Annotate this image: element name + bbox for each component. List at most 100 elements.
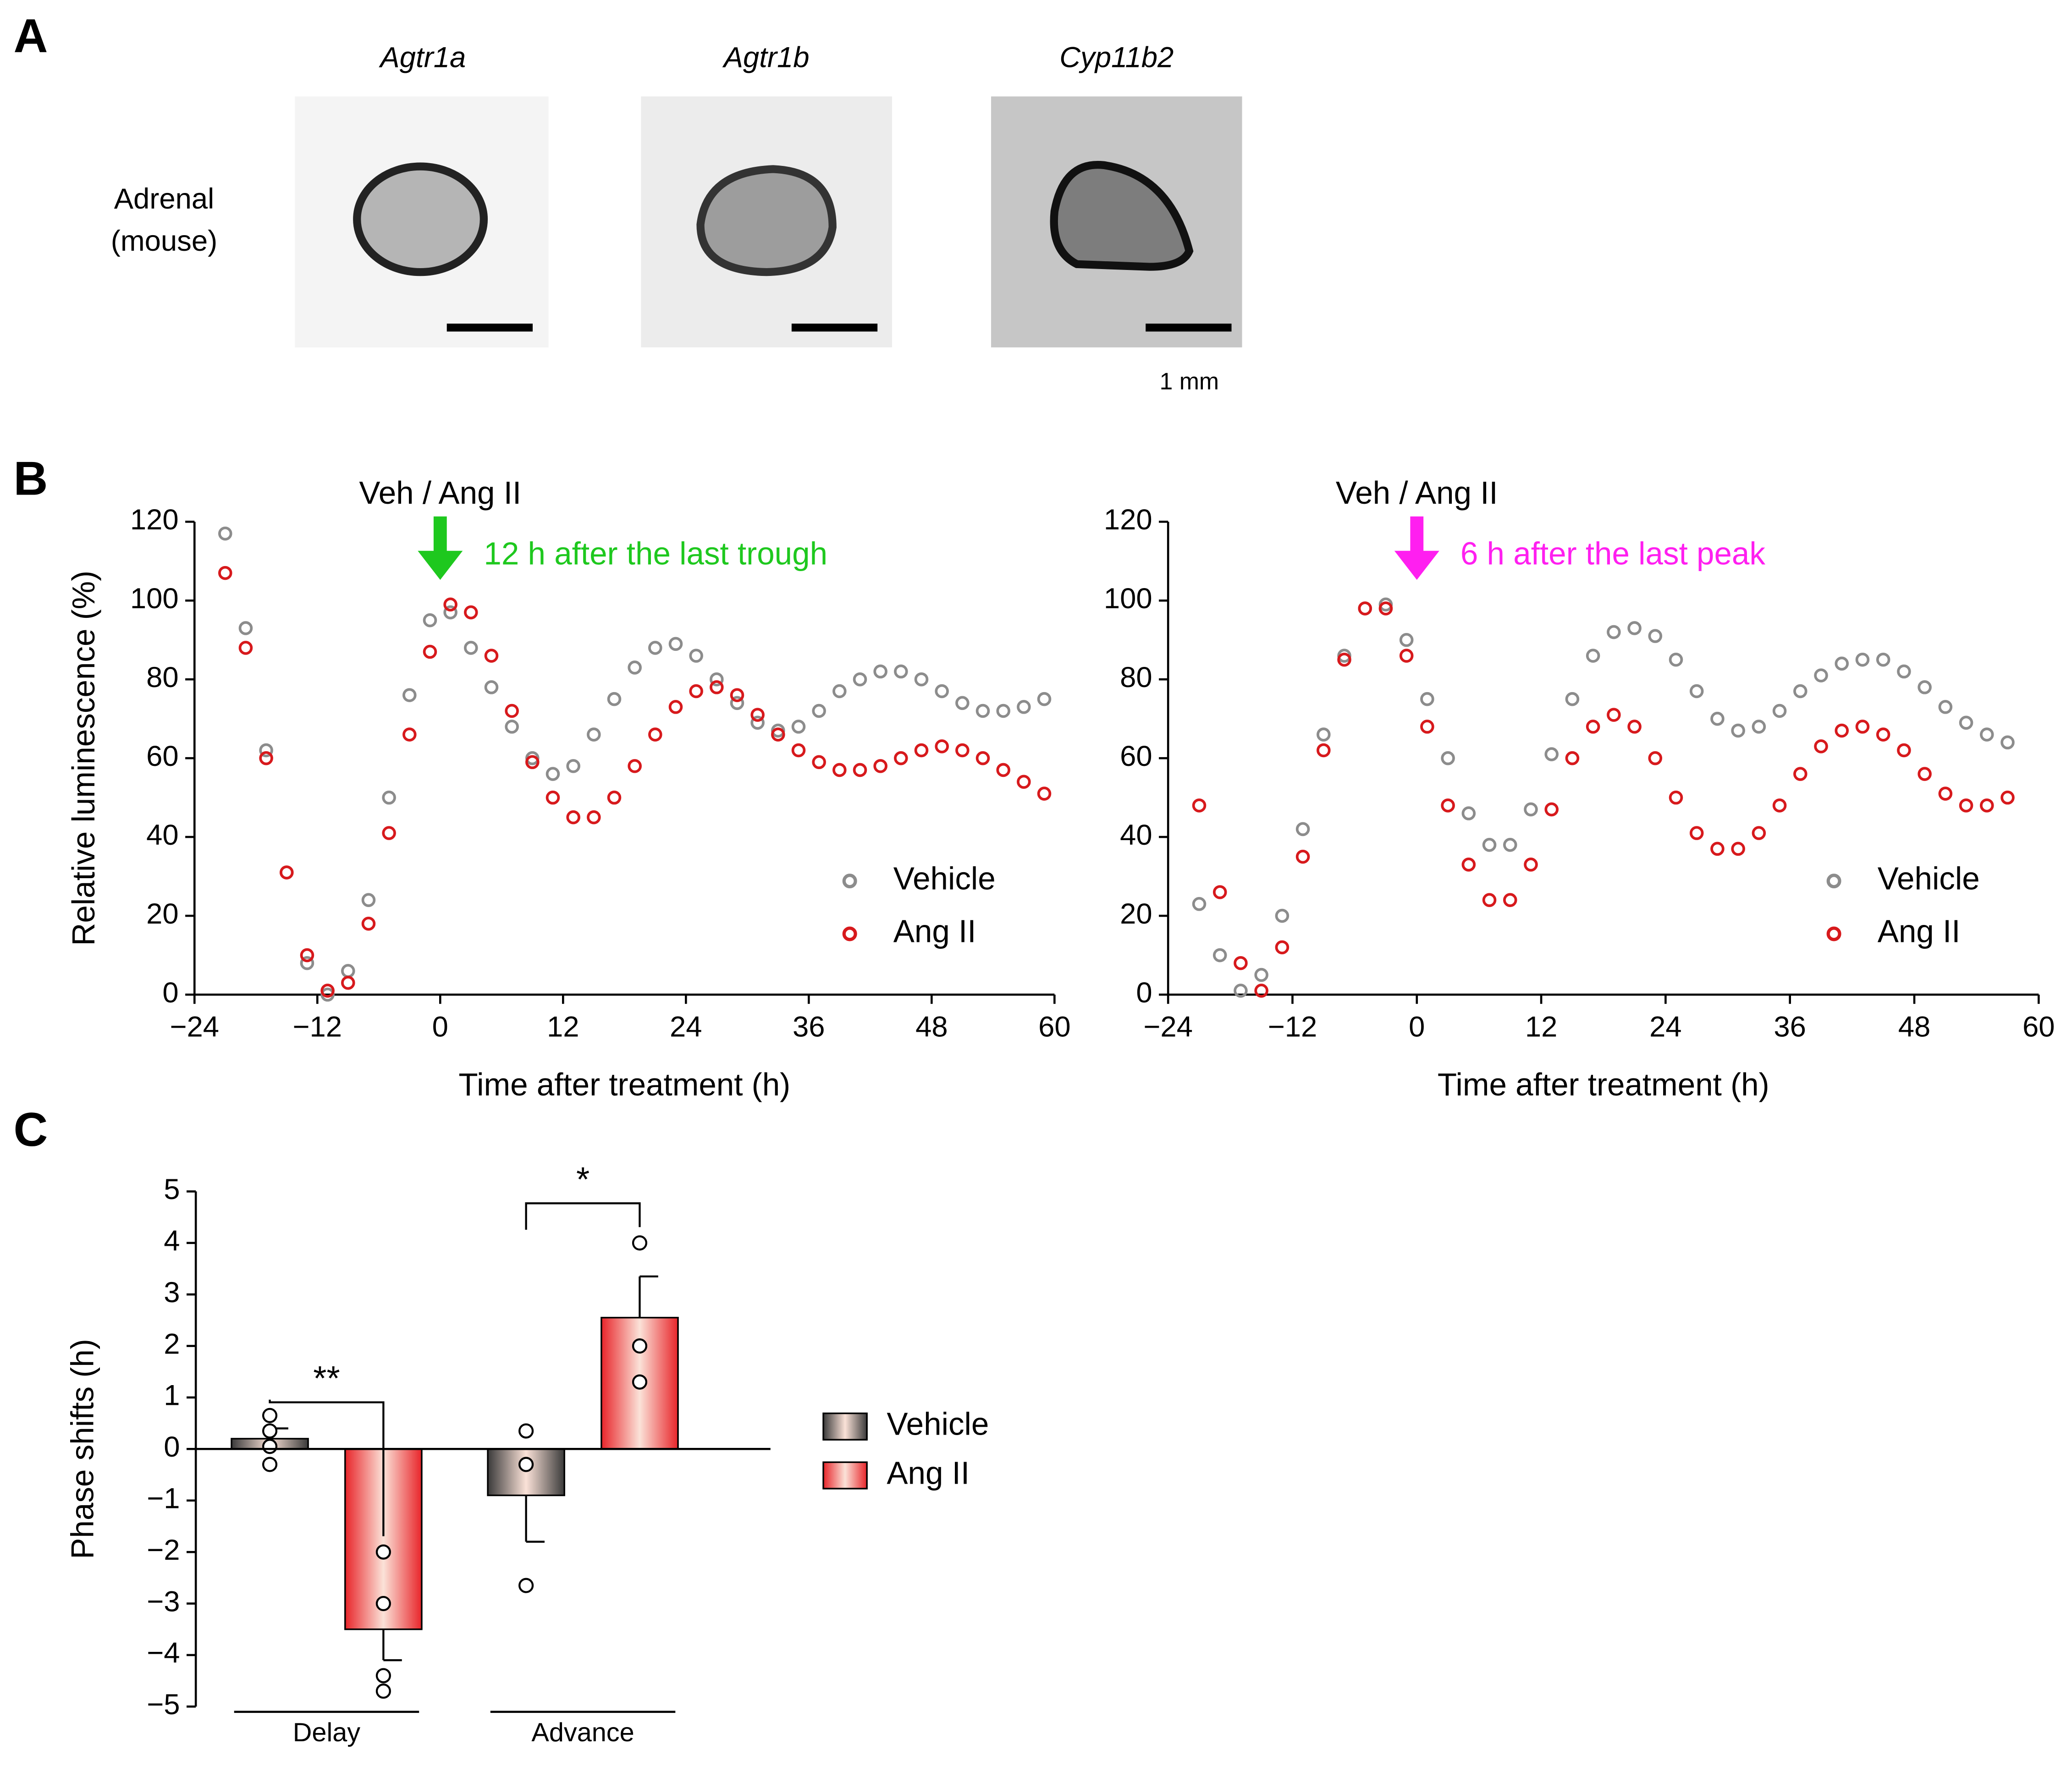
- data-point: [873, 664, 887, 679]
- data-point: [1772, 704, 1787, 718]
- data-point: [1918, 767, 1932, 781]
- data-point: [1565, 692, 1580, 706]
- data-point: [464, 641, 478, 655]
- data-point: [484, 680, 499, 694]
- data-point: [1017, 700, 1031, 714]
- x-tick-label: Delay: [293, 1718, 361, 1747]
- legend-label: Ang II: [893, 913, 976, 949]
- data-point: [1710, 711, 1725, 726]
- data-point: [955, 696, 970, 710]
- data-point: [668, 637, 683, 651]
- y-tick-label: 0: [162, 977, 178, 1009]
- data-point: [1358, 601, 1372, 616]
- x-tick-label: 48: [915, 1011, 948, 1043]
- y-tick-label: 3: [164, 1276, 180, 1309]
- data-point: [375, 1683, 391, 1699]
- data-point: [1275, 940, 1289, 955]
- data-point: [1544, 802, 1559, 817]
- data-point: [259, 743, 273, 758]
- data-point: [791, 743, 806, 758]
- data-point: [518, 1423, 534, 1439]
- data-point: [1627, 720, 1642, 734]
- y-tick-label: 60: [146, 740, 179, 772]
- data-point: [1420, 692, 1434, 706]
- data-point: [1835, 656, 1849, 671]
- micrograph: [641, 96, 892, 347]
- legend-marker: [1826, 926, 1841, 941]
- data-point: [566, 810, 580, 825]
- significance-bracket: [525, 1202, 641, 1230]
- x-tick-label: Advance: [531, 1718, 634, 1747]
- data-point: [1212, 948, 1227, 963]
- data-point: [1814, 739, 1828, 754]
- y-axis-label: Phase shifts (h): [64, 1339, 100, 1559]
- data-point: [1938, 787, 1953, 801]
- y-tick-label: 5: [164, 1173, 180, 1205]
- data-point: [1441, 751, 1455, 765]
- data-point: [262, 1457, 278, 1472]
- data-point: [1378, 601, 1393, 616]
- x-tick-label: 0: [1409, 1011, 1425, 1043]
- legend-marker: [842, 926, 857, 941]
- data-point: [1544, 747, 1559, 761]
- data-point: [320, 984, 335, 998]
- y-axis-label: Relative luminescence (%): [66, 571, 101, 946]
- data-point: [730, 696, 744, 710]
- x-tick-label: 12: [547, 1011, 579, 1043]
- data-point: [1710, 842, 1725, 856]
- data-point: [1648, 629, 1663, 643]
- data-point: [300, 956, 314, 970]
- data-point: [1959, 798, 1973, 813]
- data-point: [238, 641, 253, 655]
- data-point: [566, 759, 580, 773]
- data-point: [1420, 720, 1434, 734]
- x-tick-label: −24: [170, 1011, 220, 1043]
- data-point: [300, 948, 314, 963]
- data-point: [280, 865, 294, 880]
- data-point: [1524, 802, 1538, 817]
- legend-marker: [1826, 874, 1841, 889]
- data-point: [382, 826, 396, 840]
- data-point: [914, 743, 929, 758]
- data-point: [238, 621, 253, 635]
- annotation-label: Veh / Ang II: [1336, 475, 1498, 511]
- y-tick-label: 0: [164, 1431, 180, 1463]
- data-point: [1503, 893, 1517, 907]
- data-point: [361, 916, 376, 931]
- data-point: [632, 1235, 648, 1251]
- data-point: [1752, 720, 1766, 734]
- data-point: [955, 743, 970, 758]
- data-point: [710, 680, 724, 694]
- significance-label: **: [313, 1359, 340, 1397]
- data-point: [648, 727, 662, 742]
- data-point: [518, 1578, 534, 1593]
- data-point: [607, 790, 622, 805]
- data-point: [375, 1544, 391, 1560]
- data-point: [689, 649, 703, 663]
- panel-label: B: [13, 451, 48, 505]
- data-point: [382, 790, 396, 805]
- data-point: [375, 1668, 391, 1683]
- data-point: [730, 688, 744, 702]
- data-point: [628, 660, 642, 675]
- data-point: [1317, 727, 1331, 742]
- data-point: [812, 704, 826, 718]
- y-tick-label: 80: [1120, 661, 1152, 693]
- data-point: [1731, 723, 1745, 738]
- data-point: [607, 692, 622, 706]
- data-point: [1295, 822, 1310, 836]
- y-tick-label: 20: [146, 898, 179, 930]
- y-tick-label: −2: [147, 1534, 180, 1566]
- data-point: [341, 975, 355, 990]
- legend-marker: [842, 874, 857, 889]
- data-point: [1876, 652, 1890, 667]
- x-axis-label: Time after treatment (h): [1438, 1067, 1769, 1102]
- data-point: [1979, 727, 1994, 742]
- data-point: [1524, 858, 1538, 872]
- x-tick-label: 36: [793, 1011, 825, 1043]
- x-tick-label: 12: [1525, 1011, 1558, 1043]
- data-point: [1979, 798, 1994, 813]
- data-point: [1627, 621, 1642, 635]
- error-bar: [525, 1495, 545, 1543]
- x-axis-label: Time after treatment (h): [458, 1067, 790, 1102]
